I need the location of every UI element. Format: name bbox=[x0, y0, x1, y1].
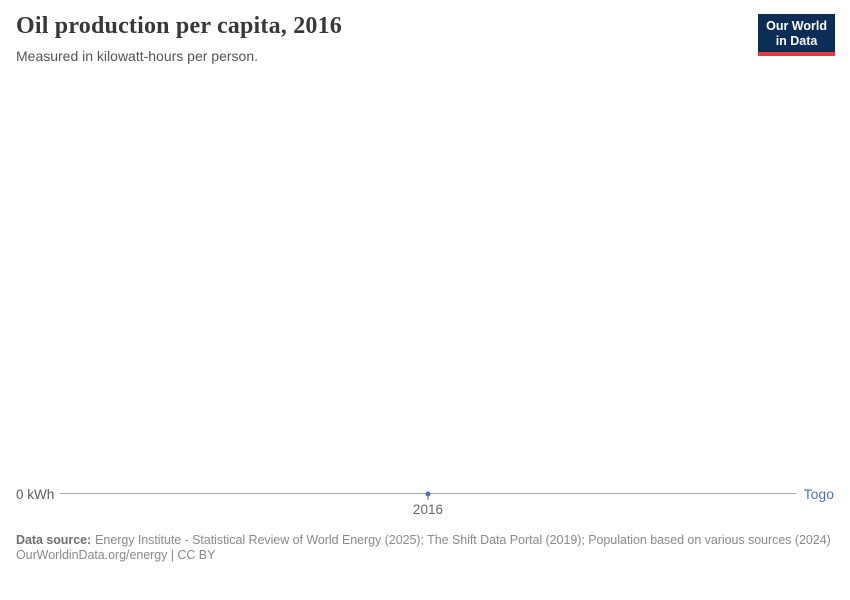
entity-label-togo[interactable]: Togo bbox=[803, 486, 834, 502]
x-axis-tick bbox=[427, 494, 429, 500]
chart-header: Oil production per capita, 2016 Measured… bbox=[16, 12, 730, 64]
data-source-text: Energy Institute - Statistical Review of… bbox=[95, 533, 831, 547]
owid-logo-line1: Our World bbox=[766, 19, 827, 33]
credit-line: OurWorldinData.org/energy | CC BY bbox=[16, 548, 834, 563]
data-point-togo-2016[interactable] bbox=[425, 491, 431, 497]
x-axis-tick-label: 2016 bbox=[412, 502, 443, 517]
owid-logo[interactable]: Our World in Data bbox=[758, 14, 835, 56]
credit-link[interactable]: OurWorldinData.org/energy | CC BY bbox=[16, 548, 216, 563]
zero-gridline-track: 2016 bbox=[60, 487, 796, 517]
chart-subtitle: Measured in kilowatt-hours per person. bbox=[16, 47, 259, 64]
x-axis-row: 0 kWh 2016 Togo bbox=[16, 486, 834, 517]
y-axis-zero-label: 0 kWh bbox=[16, 486, 55, 502]
chart-footer: Data source: Energy Institute - Statistic… bbox=[16, 533, 834, 564]
data-source-line: Data source: Energy Institute - Statistic… bbox=[16, 533, 834, 548]
page-title: Oil production per capita, 2016 bbox=[16, 13, 343, 39]
data-source-label: Data source: bbox=[16, 533, 92, 547]
owid-logo-line2: in Data bbox=[775, 33, 818, 48]
